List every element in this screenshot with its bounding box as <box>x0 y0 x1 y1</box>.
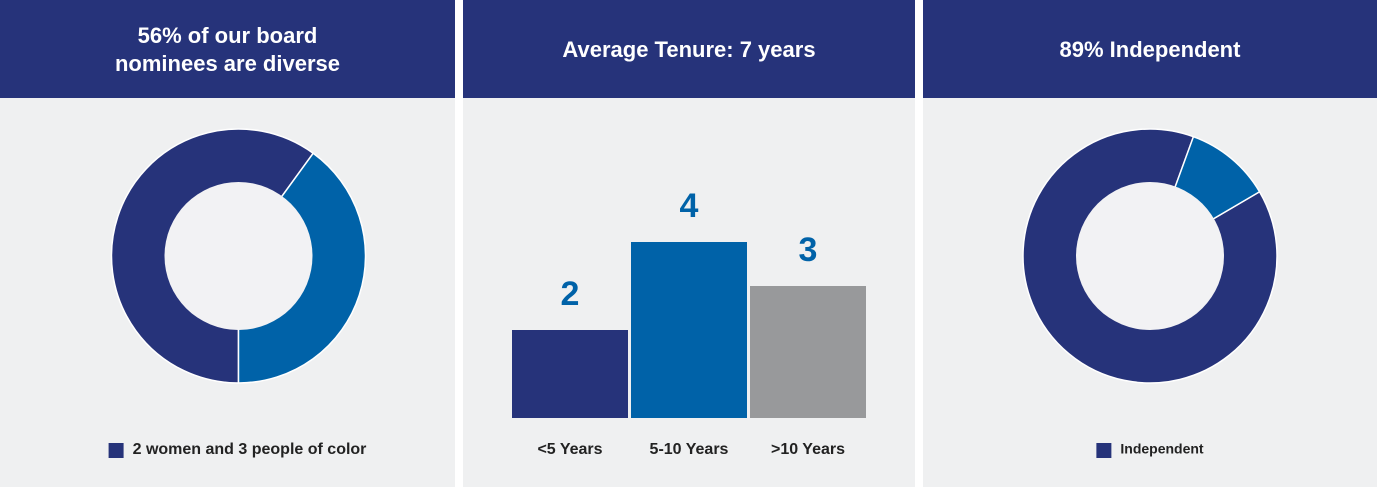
legend-swatch <box>108 443 124 458</box>
x-tick-label: >10 Years <box>771 441 845 458</box>
bar <box>512 330 628 418</box>
x-tick-label: <5 Years <box>537 441 602 458</box>
panel-title: Average Tenure: 7 years <box>562 37 815 62</box>
donut-hole <box>164 182 313 330</box>
panel-title: 89% Independent <box>1060 37 1242 62</box>
legend-item: 2 women and 3 people of color <box>108 441 367 458</box>
legend-swatch <box>1096 443 1112 458</box>
panel-header <box>923 0 1377 98</box>
bar-value-label: 2 <box>561 275 580 313</box>
legend-label: Independent <box>1120 441 1204 457</box>
panel-header <box>463 0 915 98</box>
panel-header <box>0 0 455 98</box>
bar <box>750 286 866 418</box>
panel-title: 56% of our board nominees are diverse <box>115 23 340 76</box>
legend-item: Independent <box>1096 441 1204 458</box>
bar <box>631 242 747 418</box>
donut-hole <box>1076 182 1224 330</box>
bar-value-label: 4 <box>680 187 699 225</box>
x-tick-label: 5-10 Years <box>650 441 729 458</box>
bar-value-label: 3 <box>799 231 818 269</box>
legend-label: 2 women and 3 people of color <box>133 441 367 458</box>
